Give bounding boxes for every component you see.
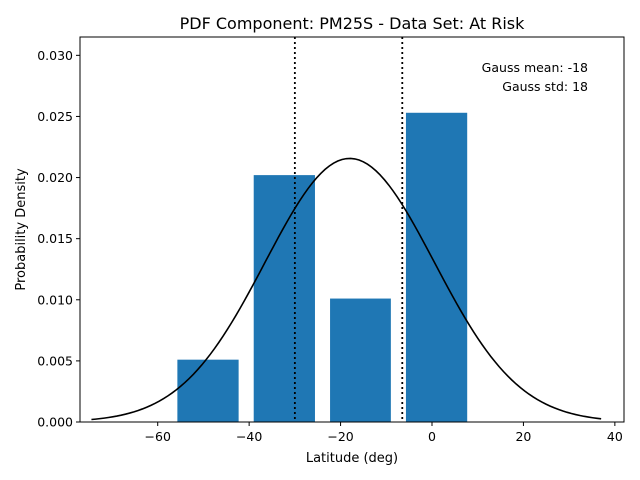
x-tick-label: −40 (236, 429, 262, 444)
x-axis-ticks: −60 −40 −20 0 20 40 (145, 422, 623, 444)
bars-layer (177, 112, 468, 423)
x-axis-label: Latitude (deg) (306, 451, 398, 466)
gauss-std-annotation: Gauss std: 18 (502, 79, 588, 94)
y-tick-label: 0.030 (37, 48, 73, 63)
x-tick-label: 0 (428, 429, 436, 444)
x-tick-label: −20 (327, 429, 353, 444)
y-tick-label: 0.020 (37, 170, 73, 185)
y-axis-label: Probability Density (14, 168, 29, 291)
bar-0 (177, 359, 239, 422)
gauss-mean-annotation: Gauss mean: -18 (482, 60, 588, 75)
plot-frame (79, 36, 625, 423)
x-tick-label: −60 (145, 429, 171, 444)
y-tick-label: 0.000 (37, 415, 73, 430)
bar-2 (330, 298, 391, 422)
bar-1 (253, 175, 315, 422)
y-tick-label: 0.015 (37, 231, 73, 246)
y-tick-label: 0.010 (37, 292, 73, 307)
y-tick-label: 0.025 (37, 109, 73, 124)
gaussian-curve (91, 157, 602, 421)
y-tick-label: 0.005 (37, 353, 73, 368)
chart-title: PDF Component: PM25S - Data Set: At Risk (180, 14, 526, 33)
x-tick-label: 40 (607, 429, 623, 444)
y-axis-ticks: 0.000 0.005 0.010 0.015 0.020 0.025 0.030 (37, 48, 80, 430)
x-tick-label: 20 (515, 429, 531, 444)
vertical-lines-layer (293, 37, 404, 422)
